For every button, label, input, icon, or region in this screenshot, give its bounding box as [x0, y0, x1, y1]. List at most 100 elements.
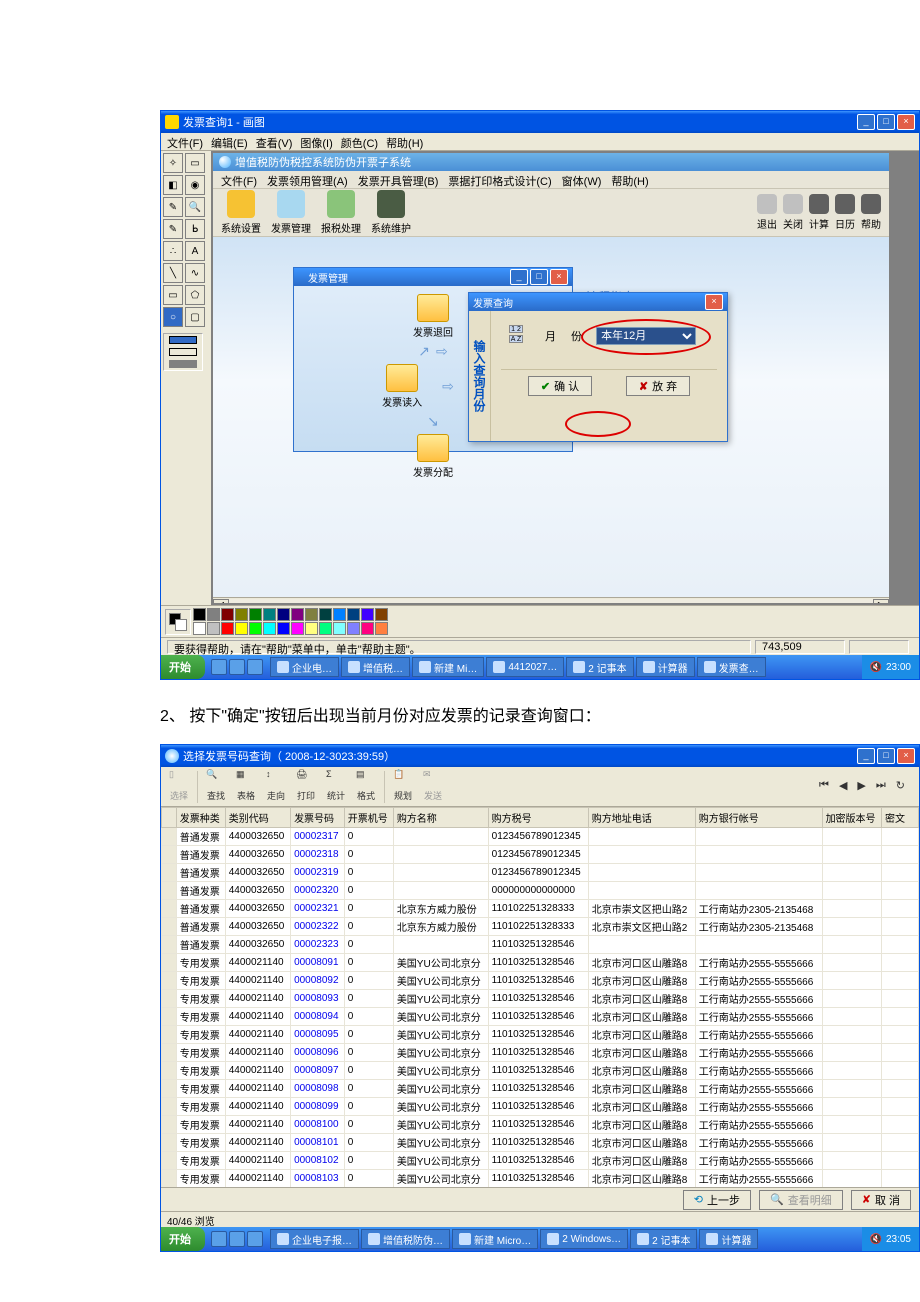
- toolbar-表格[interactable]: ▦表格: [232, 769, 260, 802]
- table-row[interactable]: 普通发票4400032650000023210北京东方威力股份110102251…: [162, 900, 919, 918]
- results-grid-scroll[interactable]: 发票种类类别代码发票号码开票机号购方名称购方税号购方地址电话购方银行帐号加密版本…: [161, 807, 919, 1187]
- column-header[interactable]: 加密版本号: [822, 808, 881, 828]
- tool-picker[interactable]: ✎: [163, 197, 183, 217]
- maximize-button[interactable]: □: [877, 114, 895, 130]
- system-tray[interactable]: 🔇 23:05: [862, 1227, 919, 1251]
- tool-curve[interactable]: ∿: [185, 263, 205, 283]
- taskbar-button[interactable]: 计算器: [699, 1229, 758, 1249]
- nav-next-button[interactable]: ▶: [855, 779, 867, 792]
- table-row[interactable]: 专用发票4400021140000081000美国YU公司北京分11010325…: [162, 1116, 919, 1134]
- toolbar-item[interactable]: 关闭: [783, 194, 803, 231]
- tool-fill[interactable]: ◉: [185, 175, 205, 195]
- table-row[interactable]: 普通发票4400032650000023220北京东方威力股份110102251…: [162, 918, 919, 936]
- node-distribute[interactable]: 发票分配: [413, 434, 453, 479]
- tray-icon[interactable]: 🔇: [870, 1234, 882, 1245]
- table-row[interactable]: 专用发票4400021140000081010美国YU公司北京分11010325…: [162, 1134, 919, 1152]
- column-header[interactable]: 购方地址电话: [588, 808, 695, 828]
- menu-item[interactable]: 票据打印格式设计(C): [448, 173, 551, 186]
- tool-roundrect[interactable]: ▢: [185, 307, 205, 327]
- paint-titlebar[interactable]: 发票查询1 - 画图 _ □ ×: [161, 111, 919, 133]
- color-swatch[interactable]: [305, 622, 318, 635]
- color-swatch[interactable]: [361, 608, 374, 621]
- h-scrollbar[interactable]: ◀ ▶: [213, 597, 889, 603]
- color-swatch[interactable]: [249, 622, 262, 635]
- prev-step-button[interactable]: ⟲上一步: [683, 1190, 751, 1210]
- menu-item[interactable]: 窗体(W): [562, 173, 602, 186]
- node-return[interactable]: 发票退回: [413, 294, 453, 339]
- taskbar-button[interactable]: 4412027…: [486, 657, 564, 677]
- column-header[interactable]: 购方名称: [393, 808, 488, 828]
- toolbar-item[interactable]: 退出: [757, 194, 777, 231]
- tray-icon[interactable]: 🔇: [870, 662, 882, 673]
- ql-icon[interactable]: [211, 659, 227, 675]
- mgmt-titlebar[interactable]: 发票管理 _ □ ×: [294, 268, 572, 286]
- view-detail-button[interactable]: 🔍查看明细: [759, 1190, 843, 1210]
- cancel-button[interactable]: ✘取 消: [851, 1190, 911, 1210]
- tool-pencil[interactable]: ✎: [163, 219, 183, 239]
- color-swatch[interactable]: [249, 608, 262, 621]
- results-titlebar[interactable]: 选择发票号码查询（ 2008-12-3023:39:59） _ □ ×: [161, 745, 919, 767]
- table-row[interactable]: 普通发票4400032650000023230110103251328546: [162, 936, 919, 954]
- color-swatch[interactable]: [277, 608, 290, 621]
- toolbar-item[interactable]: 系统维护: [371, 190, 411, 235]
- tool-ellipse[interactable]: ○: [163, 307, 183, 327]
- color-swatch[interactable]: [361, 622, 374, 635]
- ql-icon[interactable]: [229, 1231, 245, 1247]
- color-swatch[interactable]: [347, 622, 360, 635]
- table-row[interactable]: 专用发票4400021140000080990美国YU公司北京分11010325…: [162, 1098, 919, 1116]
- nav-first-button[interactable]: ⏮: [817, 779, 831, 792]
- close-button[interactable]: ×: [897, 114, 915, 130]
- table-row[interactable]: 普通发票44000326500000231900123456789012345: [162, 864, 919, 882]
- tool-poly[interactable]: ⬠: [185, 285, 205, 305]
- maximize-button[interactable]: □: [877, 748, 895, 764]
- color-swatch[interactable]: [291, 608, 304, 621]
- taskbar-button[interactable]: 2 记事本: [630, 1229, 697, 1249]
- nav-last-button[interactable]: ⏭: [874, 779, 888, 792]
- taskbar-button[interactable]: 新建 Micro…: [452, 1229, 538, 1249]
- menu-item[interactable]: 文件(F): [167, 135, 203, 148]
- toolbar-统计[interactable]: Σ统计: [322, 769, 350, 802]
- color-swatch[interactable]: [375, 608, 388, 621]
- table-row[interactable]: 普通发票4400032650000023200000000000000000: [162, 882, 919, 900]
- color-swatch[interactable]: [235, 622, 248, 635]
- table-row[interactable]: 专用发票4400021140000080970美国YU公司北京分11010325…: [162, 1062, 919, 1080]
- table-row[interactable]: 专用发票4400021140000080910美国YU公司北京分11010325…: [162, 954, 919, 972]
- color-swatch[interactable]: [291, 622, 304, 635]
- tool-rect[interactable]: ▭: [163, 285, 183, 305]
- color-swatch[interactable]: [305, 608, 318, 621]
- toolbar-查找[interactable]: 🔍查找: [202, 769, 230, 802]
- system-tray[interactable]: 🔇 23:00: [862, 655, 919, 679]
- tool-zoom[interactable]: 🔍: [185, 197, 205, 217]
- start-button[interactable]: 开始: [161, 1227, 205, 1251]
- paint-canvas[interactable]: 增值税防伪税控系统防伪开票子系统 文件(F)发票领用管理(A)发票开具管理(B)…: [213, 153, 889, 603]
- taskbar-button[interactable]: 增值税…: [341, 657, 410, 677]
- query-titlebar[interactable]: 发票查询 ×: [469, 293, 727, 311]
- table-row[interactable]: 专用发票4400021140000080960美国YU公司北京分11010325…: [162, 1044, 919, 1062]
- toolbar-item[interactable]: 发票管理: [271, 190, 311, 235]
- tool-line[interactable]: ╲: [163, 263, 183, 283]
- color-swatch[interactable]: [221, 622, 234, 635]
- taskbar-button[interactable]: 新建 Mi…: [412, 657, 484, 677]
- color-swatch[interactable]: [333, 622, 346, 635]
- table-row[interactable]: 专用发票4400021140000081030美国YU公司北京分11010325…: [162, 1170, 919, 1188]
- query-close-button[interactable]: ×: [705, 294, 723, 310]
- tool-text[interactable]: A: [185, 241, 205, 261]
- menu-item[interactable]: 帮助(H): [386, 135, 423, 148]
- mgmt-close-button[interactable]: ×: [550, 269, 568, 285]
- tool-eraser[interactable]: ◧: [163, 175, 183, 195]
- start-button[interactable]: 开始: [161, 655, 205, 679]
- close-button[interactable]: ×: [897, 748, 915, 764]
- color-swatch[interactable]: [263, 608, 276, 621]
- taskbar-button[interactable]: 增值税防伪…: [361, 1229, 450, 1249]
- tool-spray[interactable]: ∴: [163, 241, 183, 261]
- color-swatch[interactable]: [375, 622, 388, 635]
- column-header[interactable]: 类别代码: [225, 808, 290, 828]
- color-swatch[interactable]: [347, 608, 360, 621]
- scroll-left-button[interactable]: ◀: [213, 599, 229, 604]
- menu-item[interactable]: 发票开具管理(B): [358, 173, 439, 186]
- tool-freeform-select[interactable]: ✧: [163, 153, 183, 173]
- ql-icon[interactable]: [211, 1231, 227, 1247]
- ql-icon[interactable]: [247, 1231, 263, 1247]
- taskbar-button[interactable]: 计算器: [636, 657, 695, 677]
- tool-options[interactable]: [163, 333, 203, 371]
